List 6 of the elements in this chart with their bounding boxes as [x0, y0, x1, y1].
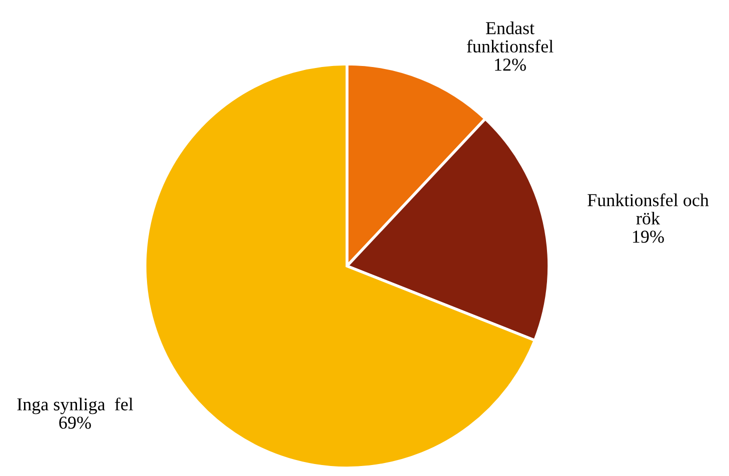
data-label: 69% — [59, 416, 91, 429]
slice-label: Inga synliga fel — [17, 398, 134, 414]
data-label: 12% — [495, 58, 526, 71]
data-label: 19% — [633, 230, 664, 243]
slice-label: Funktionsfel och rök — [588, 193, 709, 225]
slice-label: Endast funktionsfel — [466, 22, 554, 53]
